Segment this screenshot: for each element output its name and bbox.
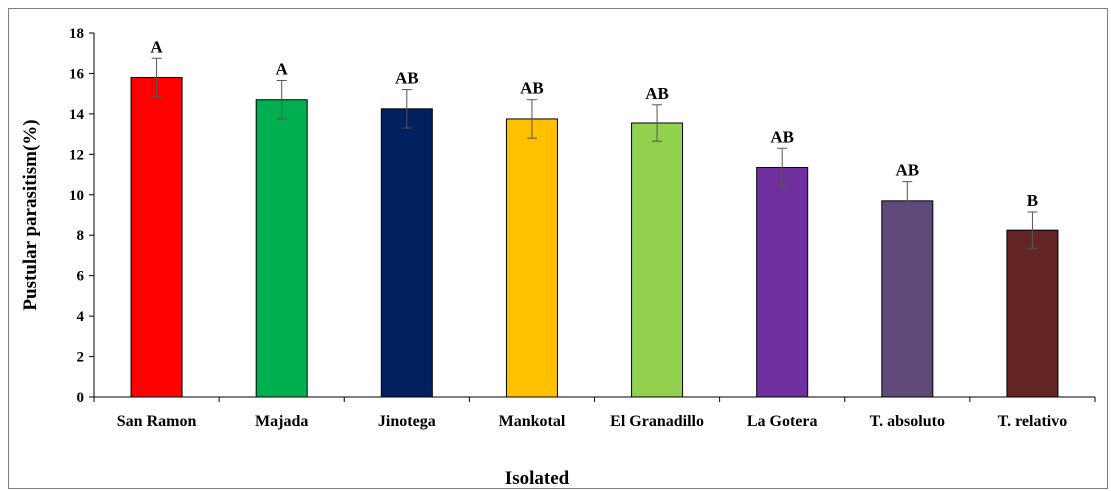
- category-label: Jinotega: [378, 413, 436, 430]
- y-tick-label: 4: [77, 309, 85, 325]
- significance-label: B: [1027, 191, 1038, 210]
- significance-label: AB: [770, 127, 794, 146]
- y-tick-label: 18: [69, 26, 84, 42]
- category-label: Mankotal: [499, 413, 566, 430]
- significance-label: AB: [645, 84, 669, 103]
- bar: [756, 166, 809, 398]
- significance-label: AB: [896, 161, 920, 180]
- y-tick-label: 8: [77, 228, 85, 244]
- bar: [1006, 229, 1059, 398]
- axes: 0 2 4 6 8 10 12 14 16 18: [69, 26, 1096, 406]
- bar: [505, 118, 558, 398]
- y-tick-label: 0: [77, 390, 85, 406]
- significance-label: A: [276, 60, 289, 79]
- category-label: T. relativo: [998, 413, 1068, 430]
- category-label: T. absoluto: [870, 413, 945, 430]
- y-tick-label: 14: [69, 107, 85, 123]
- category-label: El Granadillo: [610, 413, 704, 430]
- y-tick-label: 12: [69, 147, 84, 163]
- category-label: La Gotera: [747, 413, 818, 430]
- y-tick-label: 10: [69, 188, 84, 204]
- significance-label: AB: [395, 69, 419, 88]
- bar: [631, 122, 684, 398]
- category-label: Majada: [255, 413, 308, 430]
- bar: [255, 99, 308, 398]
- error-bars: [151, 57, 1038, 249]
- labels: A San Ramon A Majada AB Jinotega AB Mankotal AB E…: [117, 37, 1067, 430]
- y-axis-title: Pustular parasitism(%): [20, 119, 41, 310]
- y-tick-label: 2: [77, 350, 85, 366]
- bar: [881, 200, 934, 398]
- y-tick-label: 16: [69, 66, 85, 82]
- y-tick-label: 6: [77, 269, 85, 285]
- bar: [130, 76, 183, 398]
- x-axis-title: Isolated: [505, 468, 570, 489]
- bar: [380, 108, 433, 398]
- significance-label: AB: [520, 79, 544, 98]
- category-label: San Ramon: [117, 413, 197, 430]
- significance-label: A: [150, 37, 163, 56]
- bars: [130, 76, 1059, 398]
